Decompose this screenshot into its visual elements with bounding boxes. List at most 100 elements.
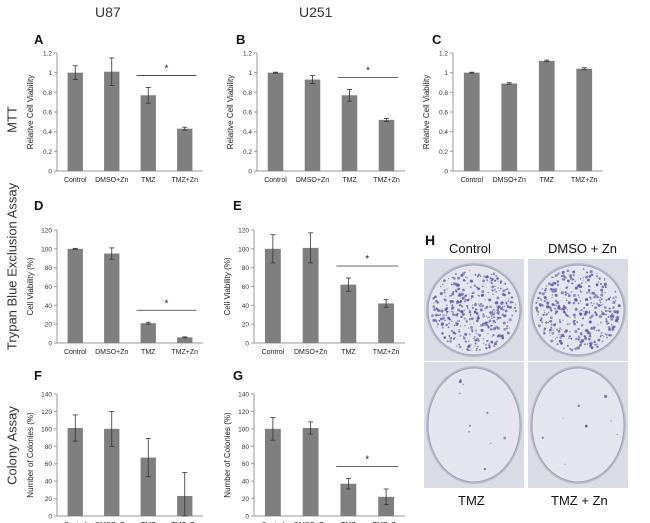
colony-dot	[494, 321, 497, 324]
colony-dot	[559, 335, 563, 339]
colony-dot	[604, 394, 608, 398]
y-tick-label: 20	[45, 496, 53, 503]
x-tick-label: TMZ	[342, 177, 357, 184]
colony-dot	[588, 285, 591, 288]
colony-dot	[569, 331, 571, 333]
bar-control	[463, 72, 480, 171]
colony-dot	[588, 311, 591, 314]
colony-dot	[588, 320, 592, 324]
colony-dot	[446, 313, 448, 315]
colony-dot	[514, 309, 518, 313]
colony-dot	[493, 288, 496, 291]
colony-dot	[469, 323, 471, 325]
y-tick-label: 20	[242, 322, 250, 329]
colony-dot	[565, 286, 568, 289]
dish-plate	[531, 264, 625, 356]
colony-dot	[572, 301, 576, 305]
dish-plate	[427, 264, 521, 356]
colony-dot	[506, 288, 509, 291]
colony-dot	[439, 292, 443, 296]
colony-dot	[595, 313, 598, 316]
colony-dot	[496, 326, 500, 330]
colony-dot	[469, 333, 471, 336]
colony-dot	[489, 327, 493, 331]
colony-dot	[612, 300, 616, 304]
colony-dot	[585, 298, 589, 302]
dish-plate	[427, 367, 521, 483]
colony-dot	[473, 284, 477, 287]
colony-dot	[484, 322, 486, 324]
colony-dot	[442, 283, 444, 286]
y-tick-label: 0	[48, 169, 52, 176]
y-axis-label: Number of Colonies (%)	[223, 412, 232, 498]
y-tick-label: 1.2	[43, 51, 52, 58]
colony-dot	[464, 340, 467, 343]
y-axis-label: Cell Viability (%)	[223, 257, 232, 315]
chart-e: E 0 20 40 60 80 100 120 Cell Viability (%) Contro…	[223, 198, 405, 356]
colony-dot	[607, 297, 611, 301]
colony-dot	[463, 309, 466, 312]
colony-dot	[446, 310, 449, 313]
colony-dot	[566, 323, 569, 326]
colony-dot	[575, 337, 578, 341]
bar-tmz	[140, 95, 156, 171]
colony-dot	[577, 335, 581, 338]
bar-dmso-zn	[302, 247, 319, 343]
colony-dot	[485, 347, 488, 350]
colony-dot	[445, 306, 449, 310]
colony-dot	[444, 295, 446, 297]
colony-dot	[464, 325, 466, 327]
colony-dot	[563, 347, 565, 350]
colony-dot	[583, 306, 586, 309]
colony-dot	[473, 322, 475, 324]
colony-dot	[535, 306, 539, 310]
colony-dot	[472, 337, 474, 340]
colony-dot	[540, 317, 543, 320]
colony-dot	[579, 278, 582, 280]
colony-dot	[480, 293, 484, 297]
colony-dot	[595, 294, 598, 298]
y-axis-label: Cell Viability (%)	[26, 257, 35, 315]
colony-dot	[590, 302, 593, 304]
colony-dot	[604, 286, 607, 289]
colony-dot	[610, 317, 614, 321]
panel-letter: D	[34, 198, 43, 213]
colony-dot	[589, 343, 593, 347]
colony-dot	[478, 334, 482, 337]
colony-dot	[584, 335, 587, 338]
colony-dot	[558, 339, 562, 343]
colony-dot	[507, 291, 511, 295]
colony-dot	[545, 321, 548, 324]
colony-dot	[539, 318, 543, 322]
colony-dot	[487, 291, 489, 294]
bar-dmso-zn	[304, 79, 321, 171]
colony-dot	[615, 296, 617, 298]
colony-dot	[443, 289, 446, 292]
colony-dot	[448, 322, 451, 325]
colony-dot	[463, 300, 465, 302]
y-tick-label: 60	[45, 284, 53, 291]
colony-dot	[493, 342, 497, 346]
panel-letter: A	[34, 32, 44, 47]
x-tick-label: DMSO+Zn	[95, 177, 128, 184]
colony-dot	[553, 289, 557, 293]
colony-dot	[465, 320, 468, 323]
colony-dot	[455, 272, 457, 275]
colony-dot	[494, 279, 497, 282]
colony-dot	[467, 349, 470, 352]
colony-dot	[596, 272, 598, 274]
colony-dot	[587, 278, 590, 282]
colony-dot	[574, 319, 576, 321]
colony-dot	[591, 291, 596, 295]
colony-dot	[501, 334, 504, 338]
colony-dot	[450, 283, 453, 286]
y-tick-label: 40	[45, 303, 53, 310]
colony-dot	[564, 463, 566, 465]
colony-dot	[485, 279, 489, 282]
colony-dot	[491, 317, 493, 320]
colony-dot	[551, 303, 554, 306]
colony-dot	[497, 280, 499, 282]
colony-dot	[574, 317, 576, 319]
colony-dot	[564, 330, 567, 334]
chart-d: D 0 20 40 60 80 100 120 Cell Viability (%) Contro…	[26, 198, 203, 356]
